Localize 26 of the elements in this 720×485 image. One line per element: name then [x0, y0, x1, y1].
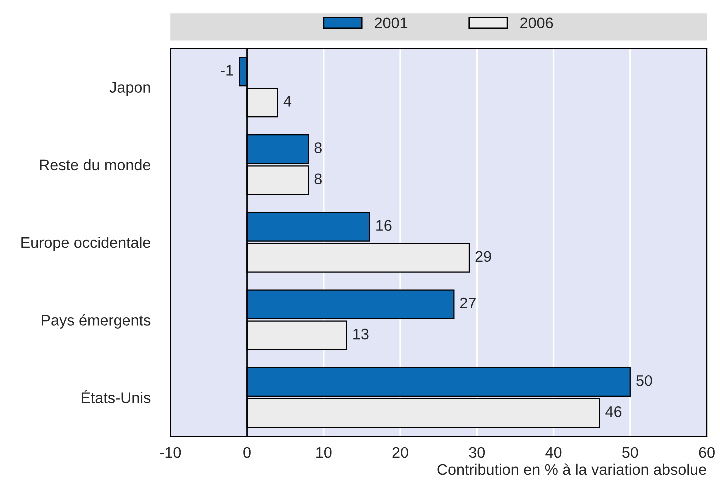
- data-label: 46: [606, 406, 622, 418]
- data-label: 4: [284, 96, 292, 107]
- y-tick-label: Pays émergents: [42, 314, 151, 329]
- x-tick-label: 40: [546, 447, 562, 458]
- data-label: 29: [476, 251, 492, 262]
- y-tick-label: Europe occidentale: [22, 236, 151, 252]
- data-label: -1: [221, 65, 234, 76]
- data-label: 13: [354, 328, 369, 340]
- x-tick-label: 60: [699, 447, 715, 458]
- data-label: 8: [314, 174, 322, 185]
- legend-label: 2006: [520, 18, 554, 29]
- x-tick-label: 10: [316, 447, 332, 458]
- legend-label: 2001: [375, 18, 408, 29]
- data-label: 50: [636, 375, 652, 386]
- x-tick-label: 20: [392, 447, 408, 458]
- data-label: 16: [376, 220, 392, 232]
- data-label: 27: [460, 298, 476, 309]
- x-axis-title: Contribution en % à la variation absolue: [438, 464, 706, 476]
- x-tick-label: -10: [160, 447, 182, 458]
- y-tick-label: Reste du monde: [40, 159, 151, 171]
- y-tick-label: Japon: [110, 82, 150, 96]
- y-tick-label: États-Unis: [82, 390, 151, 404]
- x-tick-label: 30: [469, 447, 486, 458]
- x-tick-label: 50: [622, 447, 638, 458]
- x-tick-label: 0: [244, 447, 251, 458]
- data-label: 8: [314, 142, 322, 154]
